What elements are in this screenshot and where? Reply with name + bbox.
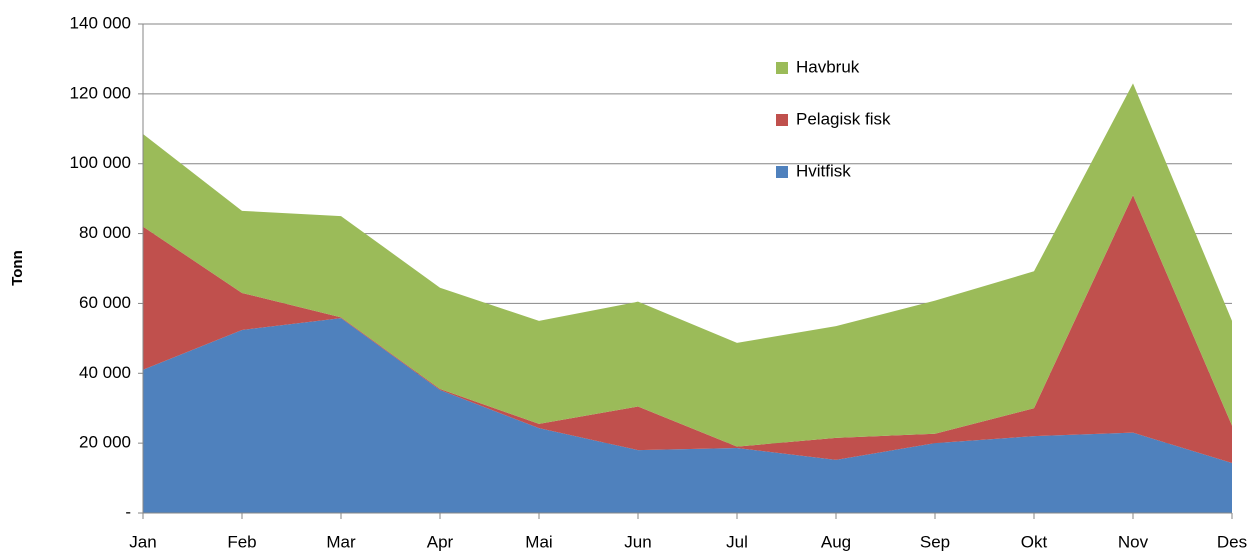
x-tick-label: Okt (1021, 532, 1048, 551)
legend-label: Hvitfisk (796, 161, 851, 180)
y-tick-label: 140 000 (70, 13, 131, 32)
y-tick-label: 100 000 (70, 153, 131, 172)
legend-swatch (776, 62, 788, 74)
area (143, 83, 1232, 447)
y-tick-label: 60 000 (79, 293, 131, 312)
area (143, 195, 1232, 464)
x-tick-label: Sep (920, 532, 950, 551)
x-tick-label: Jun (624, 532, 651, 551)
legend-swatch (776, 166, 788, 178)
y-axis-title: Tonn (9, 250, 26, 286)
x-tick-label: Nov (1118, 532, 1149, 551)
x-tick-label: Des (1217, 532, 1247, 551)
y-tick-label: 20 000 (79, 433, 131, 452)
x-tick-label: Aug (821, 532, 851, 551)
legend-label: Pelagisk fisk (796, 109, 891, 128)
x-tick-label: Mai (525, 532, 552, 551)
x-tick-label: Jan (129, 532, 156, 551)
area (143, 318, 1232, 513)
x-tick-label: Jul (726, 532, 748, 551)
x-tick-label: Apr (427, 532, 454, 551)
x-tick-label: Mar (326, 532, 356, 551)
legend-label: Havbruk (796, 57, 860, 76)
y-tick-label: 40 000 (79, 363, 131, 382)
y-tick-label: 120 000 (70, 83, 131, 102)
y-tick-label: 80 000 (79, 223, 131, 242)
legend-swatch (776, 114, 788, 126)
x-tick-label: Feb (227, 532, 256, 551)
y-tick-label: - (125, 502, 131, 521)
